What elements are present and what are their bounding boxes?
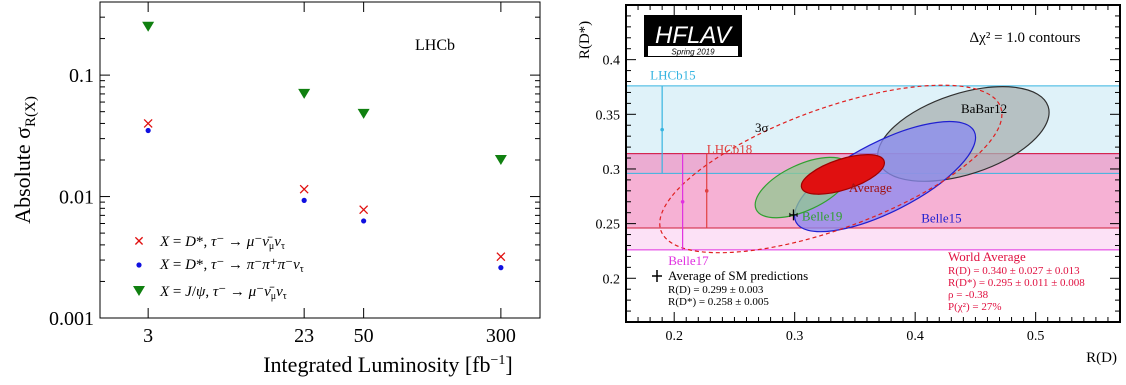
label-lhcb18: LHCb18 (707, 141, 753, 156)
sm-legend-marker (652, 270, 662, 282)
legend-marker-triangle (133, 286, 145, 296)
x-tick-label: 300 (486, 325, 516, 347)
sm-legend-rd: R(D) = 0.299 ± 0.003 (668, 284, 764, 296)
sm-legend: Average of SM predictions R(D) = 0.299 ±… (652, 268, 808, 308)
y-tick-label: 0.1 (69, 65, 94, 87)
legend-marker-dot (136, 262, 142, 268)
rd-x-axis-label: R(D) (1086, 350, 1117, 366)
data-point-cross (359, 205, 369, 215)
luminosity-legend: ✕ X = D*, τ⁻ → μ⁻ν̄μντ X = D*, τ⁻ → π⁻π⁺… (133, 233, 304, 302)
x-tick-label: 3 (143, 325, 153, 347)
label-belle15: Belle15 (921, 211, 961, 226)
hflav-logo: HFLAV Spring 2019 (644, 15, 742, 57)
hflav-logo-subtitle-box (648, 46, 738, 56)
label-average: Average (849, 180, 892, 195)
y-tick-label: 0.001 (49, 308, 94, 330)
world-average-text: World Average R(D) = 0.340 ± 0.027 ± 0.0… (948, 249, 1085, 313)
world-average-rdstar: R(D*) = 0.295 ± 0.011 ± 0.008 (948, 277, 1085, 289)
ellipse-3sigma (659, 84, 1003, 254)
x-tick-label: 50 (354, 325, 374, 347)
data-point-triangle (357, 108, 370, 119)
data-point (704, 189, 709, 193)
hflav-logo-subtitle: Spring 2019 (671, 48, 715, 57)
sm-legend-rdstar: R(D*) = 0.258 ± 0.005 (668, 296, 769, 308)
luminosity-data-layer: 0.001 0.01 0.1 3 23 50 300 (49, 1, 540, 347)
legend-entry-jpsi-muon: X = J/ψ, τ⁻ → μ⁻ν̄μντ (159, 284, 287, 302)
data-point-cross (143, 118, 153, 128)
y-tick-label: 0.35 (596, 108, 621, 123)
data-point-dot (301, 197, 307, 203)
y-tick-label: 0.2 (603, 272, 621, 287)
data-point-triangle (298, 88, 311, 99)
luminosity-plot-frame (99, 1, 541, 319)
legend-marker-cross: ✕ (133, 233, 145, 249)
label-lhcb15: LHCb15 (650, 67, 696, 82)
world-average-rho: ρ = -0.38 (948, 289, 989, 301)
label-babar12: BaBar12 (961, 101, 1007, 116)
world-average-rd: R(D) = 0.340 ± 0.027 ± 0.013 (948, 265, 1080, 277)
y-tick-label: 0.3 (603, 163, 621, 178)
series-2 (145, 127, 504, 271)
series-3 (142, 21, 507, 165)
label-belle17: Belle17 (668, 253, 709, 268)
label-belle19: Belle19 (802, 208, 842, 223)
point-lhcb15 (660, 85, 664, 174)
legend-entry-dstar-pions: X = D*, τ⁻ → π⁻π⁺π⁻ντ (159, 257, 304, 275)
legend-entry-dstar-muon: X = D*, τ⁻ → μ⁻ν̄μντ (159, 234, 285, 252)
x-tick-label: 0.2 (665, 329, 683, 344)
data-point-cross (496, 252, 506, 262)
data-point (660, 127, 664, 132)
x-tick-label: 0.4 (906, 329, 924, 344)
world-average-pchi2: P(χ²) = 27% (948, 301, 1002, 313)
point-average-of-sm-predictions (789, 209, 798, 221)
x-tick-label: 0.3 (786, 329, 804, 344)
data-point-cross (299, 184, 309, 194)
sm-legend-title: Average of SM predictions (668, 268, 808, 283)
x-tick-label: 0.5 (1027, 329, 1045, 344)
data-point (680, 199, 685, 204)
y-tick-label: 0.4 (603, 54, 621, 69)
sigma-label: 3σ (755, 120, 769, 135)
series-1 (143, 118, 506, 262)
world-average-title: World Average (948, 249, 1026, 264)
y-tick-label: 0.25 (596, 218, 621, 233)
data-point-dot (498, 265, 504, 271)
x-tick-label: 23 (294, 325, 314, 347)
hflav-logo-text: HFLAV (655, 22, 733, 49)
data-point-triangle (142, 21, 155, 32)
rd-y-axis-label: R(D*) (577, 21, 593, 59)
y-tick-label: 0.01 (59, 187, 94, 209)
data-point-dot (361, 218, 367, 224)
point-lhcb18 (704, 153, 709, 228)
data-point-triangle (494, 155, 507, 165)
rd-rdstar-data-layer: BaBar12 Belle15 Belle19 Average LHCb15 Belle1… (596, 4, 1121, 344)
contour-label: Δχ² = 1.0 contours (970, 30, 1081, 46)
luminosity-x-axis-label: Integrated Luminosity [fb−1] (263, 352, 513, 377)
ellipse-belle15 (793, 120, 977, 233)
rd-plot-frame (625, 4, 1121, 323)
lhcb-annotation: LHCb (415, 37, 455, 54)
data-point-dot (145, 127, 151, 134)
ellipse-average (800, 154, 886, 195)
point-belle17 (680, 153, 685, 250)
